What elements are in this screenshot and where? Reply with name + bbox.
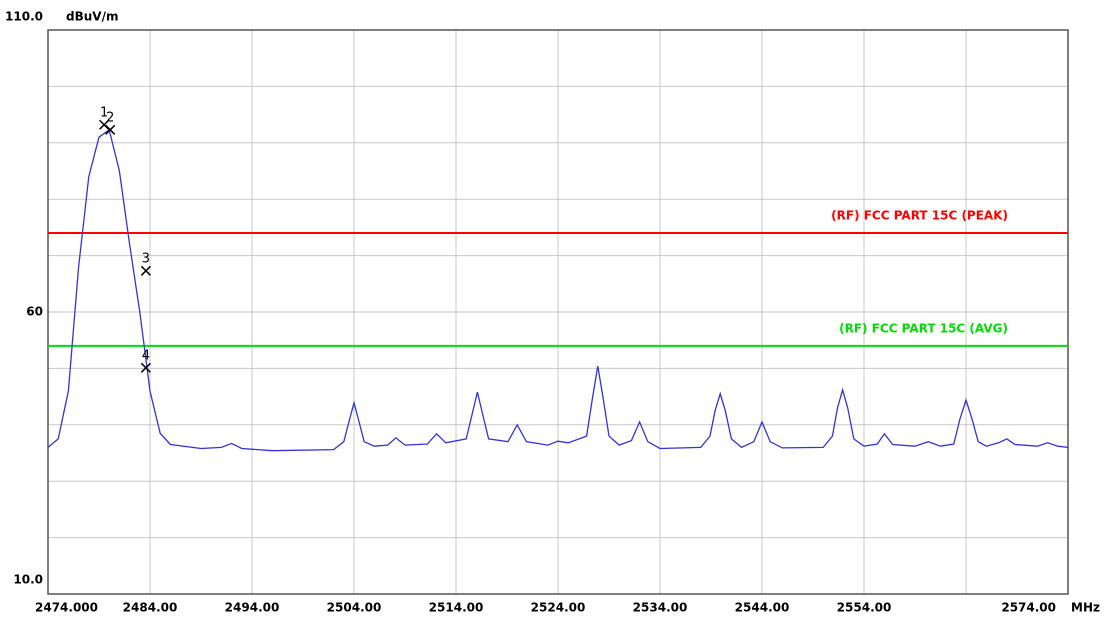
limit-label: (RF) FCC PART 15C (AVG) [839, 321, 1008, 335]
marker [140, 362, 151, 373]
marker [105, 124, 116, 135]
x-tick-label: 2544.00 [735, 601, 790, 615]
marker-cross [140, 265, 151, 276]
marker-label: 2 [106, 110, 114, 125]
x-tick-label: 2474.000 [35, 601, 98, 615]
marker-label: 4 [142, 348, 150, 363]
marker-label: 1 [100, 105, 108, 120]
marker-cross [99, 119, 110, 130]
limit-label: (RF) FCC PART 15C (PEAK) [831, 209, 1008, 223]
x-tick-label: 2534.00 [633, 601, 688, 615]
x-tick-label: 2494.00 [225, 601, 280, 615]
y-tick-label: 10.0 [13, 573, 43, 587]
x-tick-label: 2524.00 [531, 601, 586, 615]
marker [140, 265, 151, 276]
x-tick-label: 2574.00 [1001, 601, 1056, 615]
marker-cross [105, 124, 116, 135]
marker-cross [140, 362, 151, 373]
x-tick-label: 2554.00 [837, 601, 892, 615]
x-axis-unit: MHz [1071, 601, 1100, 615]
plot-frame [47, 29, 1069, 595]
trace [47, 128, 1069, 452]
y-axis-label: dBuV/m [66, 10, 118, 24]
x-tick-label: 2514.00 [429, 601, 484, 615]
marker-label: 3 [142, 251, 150, 266]
y-tick-label: 110.0 [5, 10, 43, 24]
x-tick-label: 2484.00 [123, 601, 178, 615]
y-tick-label: 60 [26, 305, 43, 319]
x-tick-label: 2504.00 [327, 601, 382, 615]
